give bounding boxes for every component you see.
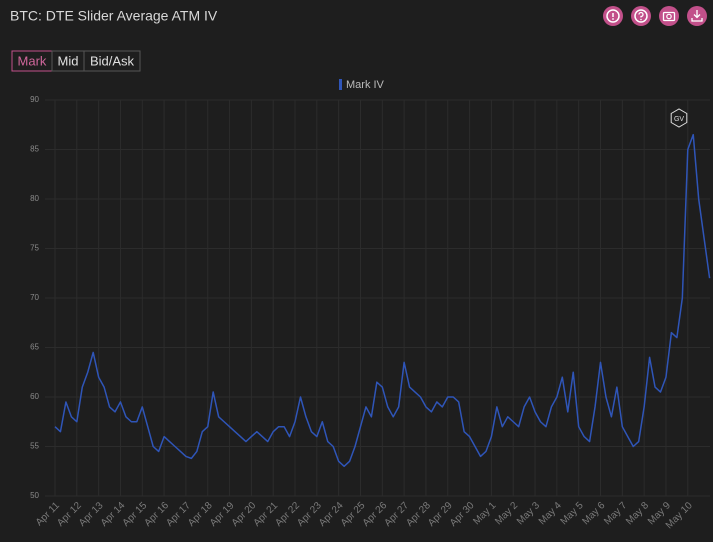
mode-toggle: Mark Mid Bid/Ask xyxy=(11,50,141,72)
snapshot-button[interactable] xyxy=(659,6,679,26)
y-tick-label: 60 xyxy=(30,392,39,401)
download-button[interactable] xyxy=(687,6,707,26)
chart-title: BTC: DTE Slider Average ATM IV xyxy=(10,8,218,24)
series-line xyxy=(54,133,711,468)
y-tick-label: 55 xyxy=(30,442,39,451)
watermark: GV xyxy=(674,116,684,123)
y-tick-label: 50 xyxy=(30,491,39,500)
mode-label: Mid xyxy=(58,53,79,68)
mode-label: Bid/Ask xyxy=(90,53,135,68)
legend-label: Mark IV xyxy=(346,79,385,91)
watermark-hexagon xyxy=(670,108,688,128)
mode-button[interactable] xyxy=(83,50,141,72)
y-tick-label: 75 xyxy=(30,244,39,253)
y-tick-label: 90 xyxy=(30,95,39,104)
legend-swatch xyxy=(339,79,342,90)
y-tick-label: 80 xyxy=(30,194,39,203)
y-tick-label: 85 xyxy=(30,145,39,154)
y-tick-label: 70 xyxy=(30,293,39,302)
y-tick-label: 65 xyxy=(30,343,39,352)
info-button[interactable] xyxy=(603,6,623,26)
help-button[interactable] xyxy=(631,6,651,26)
mode-label: Mark xyxy=(18,53,47,68)
